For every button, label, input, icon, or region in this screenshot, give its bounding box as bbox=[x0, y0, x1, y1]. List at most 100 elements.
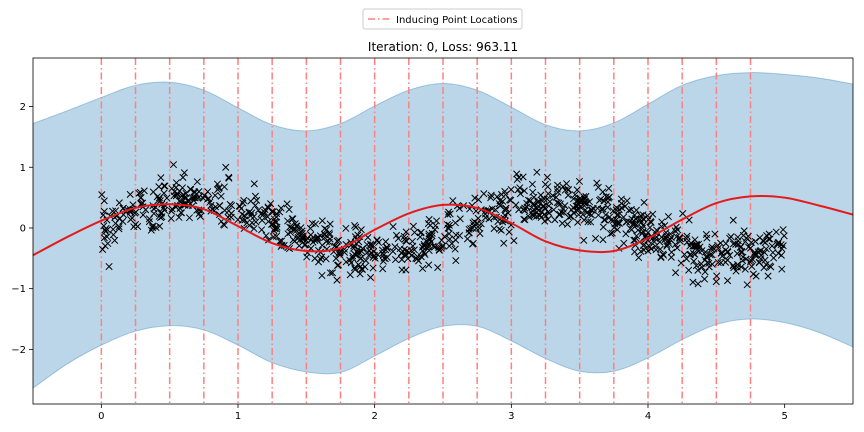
observation-point bbox=[622, 218, 630, 226]
observation-point bbox=[714, 258, 722, 267]
observation-point bbox=[632, 206, 640, 214]
observation-point bbox=[737, 243, 745, 251]
observation-point bbox=[222, 163, 230, 171]
observation-point bbox=[639, 215, 647, 223]
observation-point bbox=[392, 231, 401, 239]
observation-point bbox=[332, 254, 340, 263]
observation-point bbox=[349, 254, 357, 262]
observation-point bbox=[539, 203, 547, 211]
observation-point bbox=[599, 205, 607, 213]
observation-point bbox=[749, 256, 757, 264]
observation-point bbox=[646, 243, 654, 251]
observation-point bbox=[640, 241, 648, 249]
observation-point bbox=[757, 255, 765, 263]
observation-point bbox=[533, 205, 541, 213]
observation-point bbox=[188, 194, 196, 202]
observation-point bbox=[326, 235, 334, 243]
observation-point bbox=[712, 278, 720, 286]
observation-point bbox=[556, 200, 564, 208]
observation-point bbox=[221, 206, 229, 214]
observation-point bbox=[317, 255, 325, 263]
observation-point bbox=[326, 220, 334, 228]
observation-point bbox=[333, 237, 341, 245]
x-tick-label: 1 bbox=[235, 411, 241, 422]
observation-point bbox=[673, 244, 681, 252]
observation-point bbox=[584, 218, 592, 226]
observation-point bbox=[382, 246, 390, 254]
observation-point bbox=[251, 192, 259, 200]
observation-point bbox=[100, 197, 108, 205]
observation-point bbox=[277, 204, 285, 212]
observation-point bbox=[724, 277, 732, 285]
observation-point bbox=[400, 232, 408, 241]
observation-point bbox=[752, 272, 760, 280]
observation-point bbox=[163, 194, 171, 202]
observation-point bbox=[537, 191, 545, 199]
observation-point bbox=[391, 243, 399, 251]
observation-point bbox=[573, 197, 581, 205]
observation-point bbox=[99, 245, 107, 253]
observation-point bbox=[597, 205, 606, 213]
observation-point bbox=[417, 228, 425, 236]
observation-point bbox=[420, 240, 428, 249]
observation-point bbox=[668, 248, 676, 256]
observation-point bbox=[545, 202, 553, 210]
observation-point bbox=[515, 206, 523, 214]
observation-point bbox=[504, 209, 512, 217]
observation-point bbox=[733, 263, 742, 271]
observation-point bbox=[156, 222, 164, 230]
observation-point bbox=[389, 223, 397, 231]
observation-point bbox=[631, 211, 639, 219]
observation-point bbox=[157, 174, 165, 182]
observation-point bbox=[637, 247, 645, 255]
observation-point bbox=[142, 206, 150, 214]
observation-point bbox=[729, 216, 737, 224]
observation-point bbox=[662, 234, 670, 242]
observation-point bbox=[708, 251, 716, 259]
observation-point bbox=[378, 246, 386, 254]
observation-point bbox=[161, 206, 169, 214]
chart-title: Iteration: 0, Loss: 963.11 bbox=[368, 40, 518, 54]
observation-point bbox=[497, 226, 505, 234]
observation-point bbox=[321, 225, 329, 233]
observation-point bbox=[676, 237, 684, 245]
observation-point bbox=[451, 219, 459, 227]
observation-point bbox=[772, 228, 780, 236]
observation-point bbox=[555, 199, 563, 207]
observation-point bbox=[284, 217, 292, 225]
observation-point bbox=[751, 250, 759, 259]
observation-point bbox=[271, 218, 279, 226]
observation-point bbox=[161, 182, 169, 190]
x-tick-label: 5 bbox=[781, 411, 787, 422]
observation-point bbox=[580, 236, 588, 244]
observation-point bbox=[270, 215, 278, 223]
observation-point bbox=[618, 204, 626, 212]
observation-point bbox=[306, 224, 314, 232]
observation-point bbox=[298, 229, 306, 237]
observation-point bbox=[334, 261, 342, 269]
observation-point bbox=[172, 192, 180, 200]
observation-point bbox=[425, 215, 433, 223]
observation-point bbox=[284, 230, 292, 238]
observation-point bbox=[505, 228, 513, 236]
observation-point bbox=[250, 212, 258, 221]
observation-point bbox=[586, 210, 594, 218]
observation-point bbox=[726, 251, 734, 259]
observation-point bbox=[400, 251, 408, 259]
observation-point bbox=[363, 241, 371, 249]
observation-point bbox=[250, 225, 258, 233]
observation-point bbox=[658, 218, 666, 226]
observation-point bbox=[528, 180, 536, 188]
observation-point bbox=[543, 173, 551, 181]
observation-point bbox=[356, 262, 365, 271]
observation-point bbox=[702, 253, 710, 261]
observation-point bbox=[328, 269, 337, 277]
observation-point bbox=[571, 191, 579, 199]
observation-point bbox=[529, 199, 538, 208]
observation-point bbox=[140, 187, 148, 195]
legend: Inducing Point Locations bbox=[362, 8, 523, 30]
observation-point bbox=[751, 237, 759, 245]
observation-point bbox=[770, 254, 778, 262]
observation-point bbox=[542, 212, 550, 220]
observation-point bbox=[680, 250, 689, 259]
